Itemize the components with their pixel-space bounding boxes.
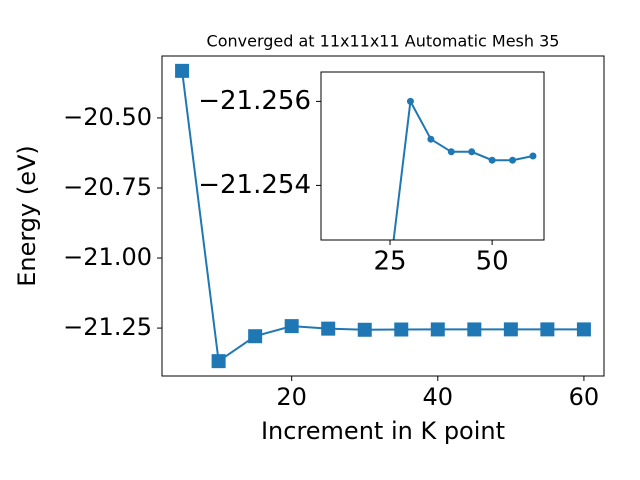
chart-title: Converged at 11x11x11 Automatic Mesh 35 <box>207 32 560 51</box>
y-tick-label: −21.254 <box>198 170 311 200</box>
y-tick-label: −21.00 <box>63 243 152 271</box>
marker <box>488 156 496 164</box>
plot-area <box>392 97 537 240</box>
y-axis-label: Energy (eV) <box>13 145 41 287</box>
marker <box>248 329 263 344</box>
y-tick-label: −20.75 <box>63 173 152 201</box>
x-tick-label: 25 <box>373 247 406 277</box>
axes-frame <box>161 55 605 377</box>
marker <box>284 319 299 334</box>
marker <box>406 97 414 105</box>
marker <box>467 322 482 337</box>
x-tick-label: 40 <box>423 383 454 411</box>
plot-area <box>175 63 591 369</box>
marker <box>576 322 591 337</box>
y-tick-label: −20.50 <box>63 103 152 131</box>
x-tick-label: 20 <box>276 383 307 411</box>
axes-frame <box>320 71 545 241</box>
marker <box>211 354 226 369</box>
marker <box>175 63 190 78</box>
marker <box>468 148 476 156</box>
marker <box>357 322 372 337</box>
inset-background <box>321 72 544 240</box>
x-tick-label: 50 <box>476 247 509 277</box>
marker <box>503 322 518 337</box>
marker <box>321 321 336 336</box>
x-tick-label: 60 <box>569 383 600 411</box>
x-axis-label: Increment in K point <box>261 417 505 445</box>
y-tick-label: −21.25 <box>63 313 152 341</box>
marker <box>447 148 455 156</box>
marker <box>509 156 517 164</box>
marker <box>540 322 555 337</box>
marker <box>427 135 435 143</box>
marker <box>394 322 409 337</box>
y-tick-label: −21.256 <box>198 86 311 116</box>
marker <box>529 152 537 160</box>
marker <box>430 322 445 337</box>
